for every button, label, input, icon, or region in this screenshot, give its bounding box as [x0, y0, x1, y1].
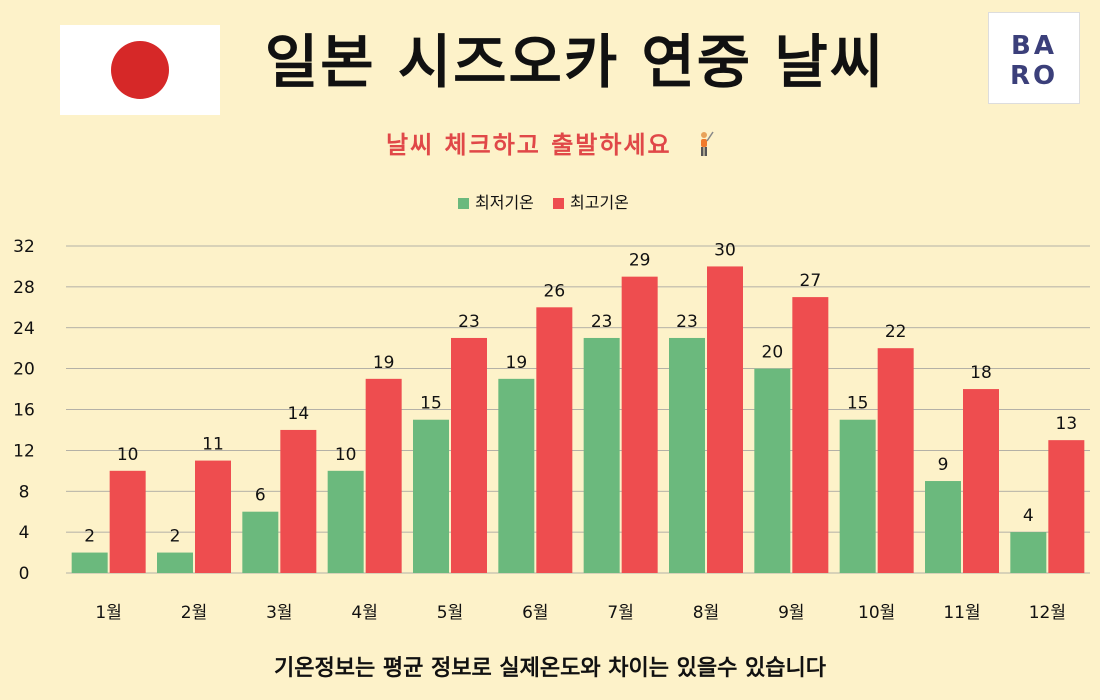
x-tick-label: 11월	[943, 603, 980, 623]
bar	[109, 470, 146, 573]
bar	[451, 337, 487, 573]
y-tick-label: 12	[13, 441, 35, 461]
footer-note: 기온정보는 평균 정보로 실제온도와 차이는 있을수 있습니다	[274, 656, 826, 681]
x-tick-label: 9월	[778, 603, 804, 623]
bar	[280, 429, 317, 573]
y-tick-label: 20	[13, 360, 35, 380]
bar	[365, 378, 402, 573]
data-label: 19	[373, 353, 395, 373]
baro-logo: BA RO	[988, 12, 1080, 104]
bar	[195, 460, 231, 573]
y-tick-label: 32	[13, 237, 35, 257]
bar	[754, 368, 791, 573]
bar	[413, 419, 449, 573]
x-tick-label: 6월	[522, 603, 548, 623]
y-tick-label: 8	[19, 482, 30, 502]
bar	[877, 348, 914, 573]
data-label: 4	[1023, 506, 1034, 526]
page-title: 일본 시즈오카 연중 날씨	[264, 28, 886, 96]
data-label: 10	[335, 445, 357, 465]
bar	[1048, 440, 1085, 573]
data-label: 14	[288, 404, 310, 424]
data-label: 22	[885, 322, 907, 342]
x-tick-label: 3월	[266, 603, 292, 623]
logo-line-1: BA	[1011, 31, 1057, 61]
bar	[1010, 532, 1047, 573]
bar	[327, 470, 364, 573]
data-label: 23	[676, 312, 698, 332]
y-tick-label: 4	[19, 523, 30, 543]
data-label: 18	[970, 363, 992, 383]
x-tick-label: 10월	[858, 603, 895, 623]
data-label: 23	[458, 312, 480, 332]
data-label: 26	[544, 281, 566, 301]
bar	[583, 337, 620, 573]
golfer-icon	[700, 131, 714, 156]
bar	[925, 481, 961, 573]
bar	[71, 552, 108, 573]
data-label: 10	[117, 445, 139, 465]
y-tick-label: 0	[19, 564, 30, 584]
legend-swatch	[553, 198, 564, 209]
temperature-chart: 0 4 8 12 16 20 24 28 32 최저기온 최고기온 2 10 1월 2 11 2월 6 14 3월 10…	[13, 193, 1090, 623]
x-tick-label: 12월	[1029, 603, 1066, 623]
logo-line-2: RO	[1009, 61, 1059, 91]
data-label: 2	[170, 527, 181, 547]
bar	[839, 419, 876, 573]
data-label: 6	[255, 486, 266, 506]
bar	[669, 337, 705, 573]
bar	[157, 552, 193, 573]
bar	[498, 378, 535, 573]
x-tick-label: 5월	[437, 603, 463, 623]
data-label: 20	[762, 343, 784, 363]
y-tick-label: 24	[13, 319, 35, 339]
subtitle: 날씨 체크하고 출발하세요	[0, 125, 1100, 160]
y-tick-label: 28	[13, 278, 35, 298]
legend-swatch	[458, 198, 469, 209]
data-label: 30	[714, 240, 736, 260]
data-label: 15	[420, 394, 442, 414]
data-label: 15	[847, 394, 869, 414]
x-tick-label: 1월	[95, 603, 121, 623]
data-label: 11	[202, 435, 224, 455]
bar	[621, 276, 658, 573]
subtitle-text: 날씨 체크하고 출발하세요	[386, 131, 672, 159]
x-tick-label: 2월	[181, 603, 207, 623]
bar	[792, 297, 829, 573]
data-label: 19	[506, 353, 528, 373]
data-label: 23	[591, 312, 613, 332]
data-label: 2	[84, 527, 95, 547]
legend-label: 최저기온	[475, 193, 534, 212]
y-tick-label: 16	[13, 401, 35, 421]
data-label: 29	[629, 251, 651, 271]
japan-flag-icon	[60, 25, 220, 115]
flag-sun	[111, 41, 169, 99]
x-tick-label: 8월	[693, 603, 719, 623]
bar	[242, 511, 279, 573]
bar	[707, 266, 743, 573]
x-tick-label: 4월	[351, 603, 377, 623]
legend-label: 최고기온	[570, 193, 629, 212]
bar	[536, 307, 573, 573]
x-tick-label: 7월	[607, 603, 633, 623]
data-label: 27	[800, 271, 822, 291]
bar	[963, 389, 999, 573]
data-label: 9	[938, 455, 949, 475]
data-label: 13	[1056, 414, 1078, 434]
